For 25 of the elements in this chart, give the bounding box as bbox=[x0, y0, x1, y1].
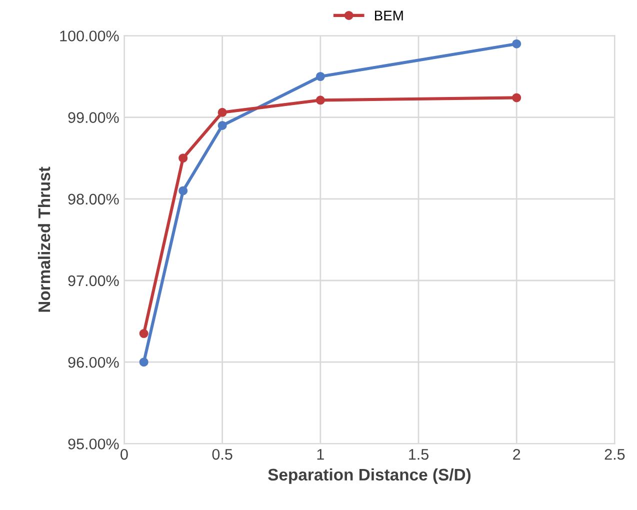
y-tick-label: 98.00% bbox=[68, 194, 119, 205]
point bbox=[218, 120, 227, 130]
y-tick-label: 99.00% bbox=[68, 112, 119, 123]
y-tick-label: 96.00% bbox=[68, 356, 119, 368]
point bbox=[139, 358, 148, 367]
point bbox=[316, 72, 325, 82]
x-tick-label: 1.5 bbox=[409, 449, 428, 460]
y-tick-label: 97.00% bbox=[68, 275, 119, 286]
y-tick-label: 95.00% bbox=[68, 438, 119, 450]
point bbox=[178, 154, 188, 163]
point bbox=[512, 93, 522, 102]
x-axis-title: Separation Distance (S/D) bbox=[268, 468, 471, 484]
y-tick-label: 100.00% bbox=[60, 30, 119, 42]
x-tick-label: 2 bbox=[513, 448, 520, 460]
x-tick-label: 0.5 bbox=[212, 448, 232, 460]
point bbox=[218, 108, 227, 117]
point bbox=[178, 186, 188, 196]
y-axis-title: Normalized Thrust bbox=[38, 166, 50, 312]
point bbox=[316, 96, 325, 105]
x-tick-label: 0 bbox=[120, 448, 128, 460]
point bbox=[139, 329, 148, 338]
x-tick-label: 2.5 bbox=[604, 448, 625, 460]
legend-label: BEM bbox=[374, 10, 403, 20]
x-tick-label: 1 bbox=[317, 449, 324, 460]
point bbox=[512, 39, 522, 48]
